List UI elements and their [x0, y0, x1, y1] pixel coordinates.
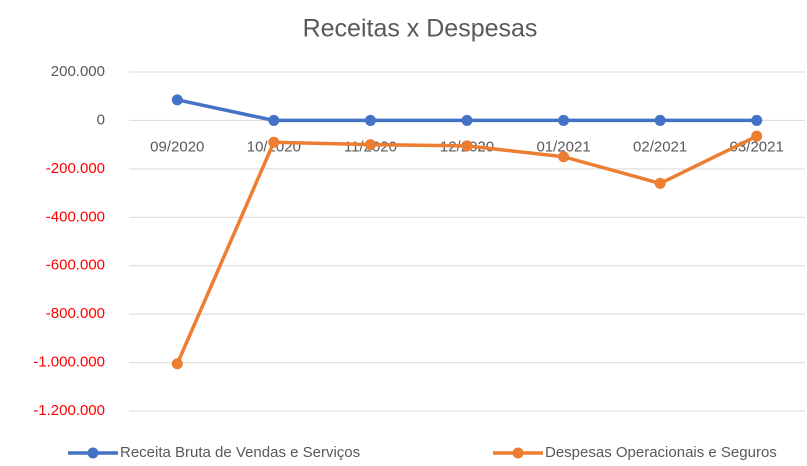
point: [268, 114, 280, 126]
point: [654, 177, 666, 189]
legend-marker: [512, 447, 524, 459]
legend-label: Despesas Operacionais e Seguros: [545, 444, 777, 461]
point: [461, 140, 473, 152]
x-tick-label: 02/2021: [633, 138, 687, 155]
y-tick-label: -800.000: [46, 305, 105, 322]
point: [558, 114, 570, 126]
point: [171, 358, 183, 370]
point: [461, 114, 473, 126]
point: [654, 114, 666, 126]
x-tick-label: 01/2021: [536, 138, 590, 155]
chart-title: Receitas x Despesas: [303, 15, 538, 43]
point: [171, 94, 183, 106]
y-tick-label: -1.000.000: [33, 354, 105, 371]
point: [268, 136, 280, 148]
y-tick-label: 0: [97, 111, 105, 128]
x-tick-label: 09/2020: [150, 138, 204, 155]
y-tick-label: -1.200.000: [33, 402, 105, 419]
point: [751, 114, 763, 126]
point: [558, 151, 570, 163]
y-tick-label: -400.000: [46, 208, 105, 225]
point: [751, 130, 763, 142]
point: [364, 139, 376, 151]
point: [364, 114, 376, 126]
legend-label: Receita Bruta de Vendas e Serviços: [120, 444, 360, 461]
y-tick-label: -600.000: [46, 257, 105, 274]
legend-marker: [87, 447, 99, 459]
y-tick-label: -200.000: [46, 160, 105, 177]
series-line: [175, 134, 758, 365]
y-tick-label: 200.000: [51, 63, 105, 80]
